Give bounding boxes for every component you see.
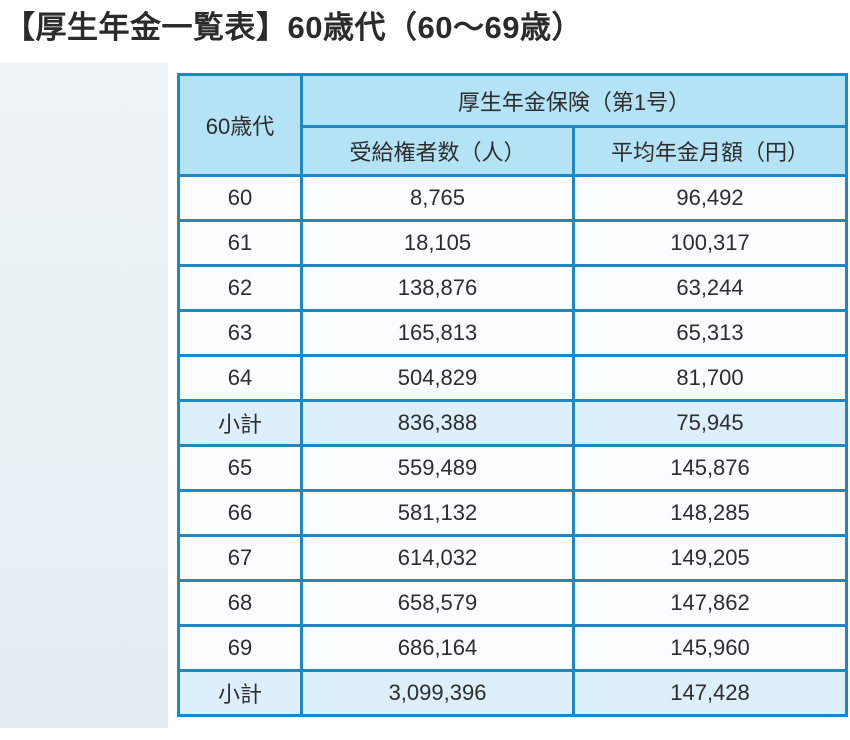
recipients-cell: 836,388 [300, 399, 575, 447]
pension-table: 60歳代 厚生年金保険（第1号） 受給権者数（人） 平均年金月額（円） 60 8… [177, 73, 848, 717]
age-cell: 66 [177, 489, 303, 537]
table-row: 63 165,813 65,313 [177, 309, 848, 357]
header-average-monthly-amount: 平均年金月額（円） [572, 125, 848, 177]
recipients-cell: 581,132 [300, 489, 575, 537]
recipients-cell: 3,099,396 [300, 669, 575, 717]
recipients-cell: 18,105 [300, 219, 575, 267]
table-row: 64 504,829 81,700 [177, 354, 848, 402]
table-row: 65 559,489 145,876 [177, 444, 848, 492]
recipients-cell: 8,765 [300, 174, 575, 222]
amount-cell: 63,244 [572, 264, 848, 312]
age-cell: 69 [177, 624, 303, 672]
amount-cell: 100,317 [572, 219, 848, 267]
amount-cell: 75,945 [572, 399, 848, 447]
header-insurance-group: 厚生年金保険（第1号） [300, 73, 848, 128]
left-decorative-panel [0, 63, 168, 728]
table-row: 68 658,579 147,862 [177, 579, 848, 627]
recipients-cell: 504,829 [300, 354, 575, 402]
header-recipients-count: 受給権者数（人） [300, 125, 575, 177]
recipients-cell: 138,876 [300, 264, 575, 312]
page-title: 【厚生年金一覧表】60歳代（60～69歳） [4, 10, 583, 45]
age-cell: 65 [177, 444, 303, 492]
age-cell: 63 [177, 309, 303, 357]
table-row: 60 8,765 96,492 [177, 174, 848, 222]
recipients-cell: 559,489 [300, 444, 575, 492]
amount-cell: 149,205 [572, 534, 848, 582]
age-cell: 68 [177, 579, 303, 627]
age-cell: 67 [177, 534, 303, 582]
header-age-group: 60歳代 [177, 73, 303, 177]
amount-cell: 145,876 [572, 444, 848, 492]
recipients-cell: 686,164 [300, 624, 575, 672]
table-row: 67 614,032 149,205 [177, 534, 848, 582]
age-cell: 62 [177, 264, 303, 312]
age-cell: 小計 [177, 669, 303, 717]
table-row: 小計 836,388 75,945 [177, 399, 848, 447]
age-cell: 61 [177, 219, 303, 267]
amount-cell: 96,492 [572, 174, 848, 222]
table-row: 66 581,132 148,285 [177, 489, 848, 537]
table-header: 60歳代 厚生年金保険（第1号） 受給権者数（人） 平均年金月額（円） [177, 73, 848, 177]
amount-cell: 65,313 [572, 309, 848, 357]
amount-cell: 148,285 [572, 489, 848, 537]
amount-cell: 147,862 [572, 579, 848, 627]
age-cell: 64 [177, 354, 303, 402]
table-body: 60 8,765 96,492 61 18,105 100,317 62 138… [177, 174, 848, 717]
amount-cell: 81,700 [572, 354, 848, 402]
age-cell: 60 [177, 174, 303, 222]
recipients-cell: 658,579 [300, 579, 575, 627]
age-cell: 小計 [177, 399, 303, 447]
recipients-cell: 614,032 [300, 534, 575, 582]
table-row: 69 686,164 145,960 [177, 624, 848, 672]
amount-cell: 147,428 [572, 669, 848, 717]
table-row: 61 18,105 100,317 [177, 219, 848, 267]
amount-cell: 145,960 [572, 624, 848, 672]
recipients-cell: 165,813 [300, 309, 575, 357]
table-row: 62 138,876 63,244 [177, 264, 848, 312]
table-row: 小計 3,099,396 147,428 [177, 669, 848, 717]
